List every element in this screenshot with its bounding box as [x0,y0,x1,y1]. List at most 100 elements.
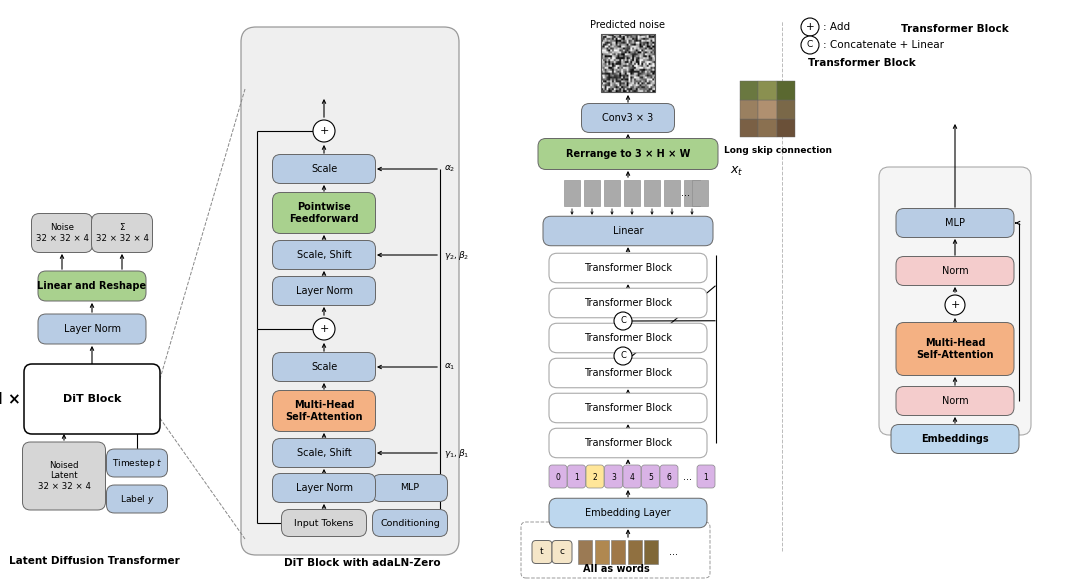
Text: 2: 2 [593,472,597,482]
FancyBboxPatch shape [272,155,376,184]
FancyBboxPatch shape [549,465,567,488]
Circle shape [615,312,632,330]
Bar [644,540,658,564]
Text: 4: 4 [630,472,634,482]
Text: Scale, Shift: Scale, Shift [297,250,351,260]
Text: All as words: All as words [582,564,649,574]
Circle shape [313,120,335,142]
FancyBboxPatch shape [567,465,585,488]
FancyBboxPatch shape [623,465,642,488]
Bar [740,119,758,137]
Text: $\alpha_1$: $\alpha_1$ [444,362,456,372]
FancyBboxPatch shape [543,216,713,246]
FancyBboxPatch shape [107,485,167,513]
Text: ...: ... [683,472,692,482]
Text: Transformer Block: Transformer Block [808,58,916,68]
FancyBboxPatch shape [879,167,1031,435]
Bar [777,100,795,119]
Circle shape [801,36,819,54]
Text: $x_t$: $x_t$ [729,164,743,178]
FancyBboxPatch shape [642,465,660,488]
Text: Norm: Norm [942,266,969,276]
Text: Conditioning: Conditioning [380,518,440,528]
Bar [684,180,700,206]
FancyBboxPatch shape [538,138,718,170]
FancyBboxPatch shape [107,449,167,477]
Text: $\gamma_2, \beta_2$: $\gamma_2, \beta_2$ [444,249,470,261]
Text: Norm: Norm [942,396,969,406]
FancyBboxPatch shape [896,322,1014,375]
FancyBboxPatch shape [586,465,604,488]
FancyBboxPatch shape [272,353,376,382]
FancyBboxPatch shape [896,256,1014,285]
Text: $\gamma_1, \beta_1$: $\gamma_1, \beta_1$ [444,447,470,460]
FancyBboxPatch shape [282,510,366,536]
Bar [644,180,660,206]
Text: : Add: : Add [823,22,850,32]
FancyBboxPatch shape [891,425,1020,454]
Text: MLP: MLP [401,483,419,493]
FancyBboxPatch shape [549,358,707,388]
FancyBboxPatch shape [38,314,146,344]
Text: Layer Norm: Layer Norm [64,324,121,334]
Bar [758,81,777,100]
Text: Rerrange to 3 × H × W: Rerrange to 3 × H × W [566,149,690,159]
Text: 1: 1 [704,472,708,482]
Text: Latent Diffusion Transformer: Latent Diffusion Transformer [9,556,179,566]
FancyBboxPatch shape [605,465,622,488]
FancyBboxPatch shape [549,253,707,283]
Text: +: + [950,300,960,310]
Text: Linear: Linear [612,226,644,236]
Bar [758,119,777,137]
FancyBboxPatch shape [373,475,447,501]
Text: Embeddings: Embeddings [921,434,989,444]
Text: +: + [320,126,328,136]
FancyBboxPatch shape [272,474,376,503]
Text: Transformer Block: Transformer Block [901,24,1009,34]
Text: MLP: MLP [945,218,966,228]
FancyBboxPatch shape [896,386,1014,415]
Text: Transformer Block: Transformer Block [584,263,672,273]
Text: Σ
32 × 32 × 4: Σ 32 × 32 × 4 [95,223,149,243]
Text: Transformer Block: Transformer Block [584,298,672,308]
Circle shape [945,295,966,315]
Bar [624,180,640,206]
Bar [627,540,642,564]
Text: C: C [620,352,626,360]
FancyBboxPatch shape [552,540,572,564]
FancyBboxPatch shape [581,103,675,132]
FancyBboxPatch shape [549,393,707,423]
Text: C: C [620,317,626,325]
Text: +: + [320,324,328,334]
Text: Layer Norm: Layer Norm [296,483,352,493]
Text: Embedding Layer: Embedding Layer [585,508,671,518]
Text: Layer Norm: Layer Norm [296,286,352,296]
FancyBboxPatch shape [272,390,376,432]
FancyBboxPatch shape [549,323,707,353]
FancyBboxPatch shape [38,271,146,301]
Bar [600,34,654,92]
Bar [692,180,708,206]
Text: ...: ... [681,188,690,198]
FancyBboxPatch shape [532,540,552,564]
Text: Long skip connection: Long skip connection [724,146,832,156]
Text: : Concatenate + Linear: : Concatenate + Linear [823,40,944,50]
Bar [740,81,758,100]
Bar [740,100,758,119]
Text: c: c [559,547,565,557]
Bar [777,119,795,137]
Bar [758,100,777,119]
Circle shape [615,347,632,365]
FancyBboxPatch shape [373,510,447,536]
FancyBboxPatch shape [896,209,1014,238]
Text: Transformer Block: Transformer Block [584,438,672,448]
FancyBboxPatch shape [31,213,93,253]
FancyBboxPatch shape [549,428,707,458]
Circle shape [801,18,819,36]
FancyBboxPatch shape [272,277,376,306]
FancyBboxPatch shape [549,498,707,528]
FancyBboxPatch shape [549,288,707,318]
Text: 3: 3 [611,472,616,482]
Text: Transformer Block: Transformer Block [584,333,672,343]
Text: 6: 6 [666,472,672,482]
